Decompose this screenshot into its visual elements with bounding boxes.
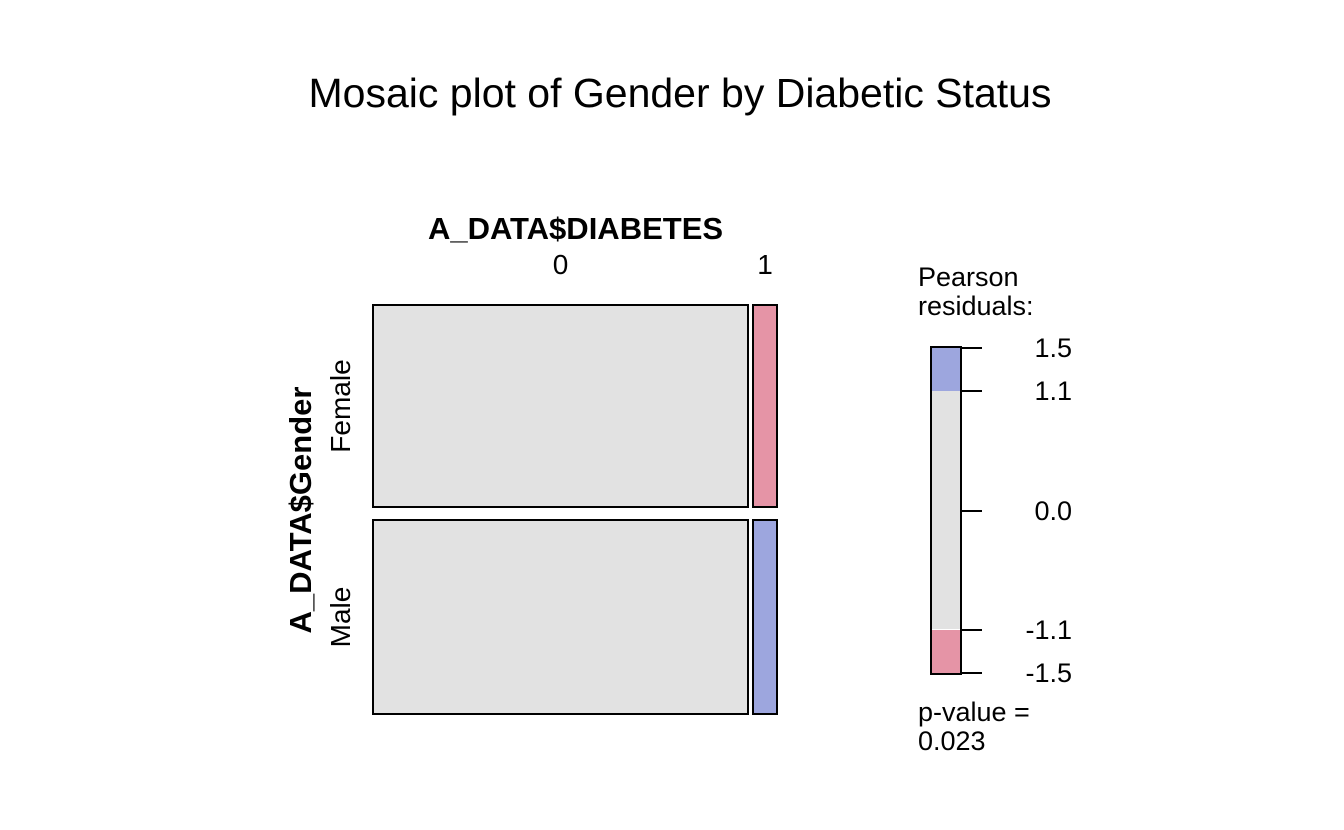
x-category-label-1: 1: [757, 249, 773, 280]
p-value-label: p-value =: [918, 697, 1030, 727]
p-value-block: p-value = 0.023: [918, 698, 1030, 756]
legend-title: Pearson residuals:: [918, 262, 1034, 321]
legend-tick: [960, 390, 982, 392]
x-category-label-0: 0: [552, 249, 569, 280]
legend-tick: [960, 672, 982, 674]
legend-tick-label: -1.1: [1025, 615, 1072, 645]
legend-tick: [960, 347, 982, 349]
cell-female-1: [752, 304, 778, 508]
cell-female-0: [372, 304, 749, 508]
cell-male-0: [372, 519, 749, 715]
legend-tick-label: 1.1: [1034, 376, 1072, 406]
legend-tick: [960, 510, 982, 512]
legend-segment-neutral: [932, 391, 960, 629]
p-value-value: 0.023: [918, 726, 986, 756]
legend-tick-label: 0.0: [1034, 496, 1072, 526]
legend-segment-positive: [932, 348, 960, 391]
cell-male-1: [752, 519, 778, 715]
y-category-text: Male: [325, 586, 356, 648]
legend-segment-negative: [932, 630, 960, 673]
legend-colorbar: [930, 346, 962, 675]
legend-tick-label: -1.5: [1025, 658, 1072, 688]
legend-tick-label: 1.5: [1034, 333, 1072, 363]
legend-tick: [960, 629, 982, 631]
x-axis-title: A_DATA$DIABETES: [427, 211, 724, 246]
y-category-text: Female: [325, 359, 356, 453]
chart-title: Mosaic plot of Gender by Diabetic Status: [308, 70, 1052, 116]
